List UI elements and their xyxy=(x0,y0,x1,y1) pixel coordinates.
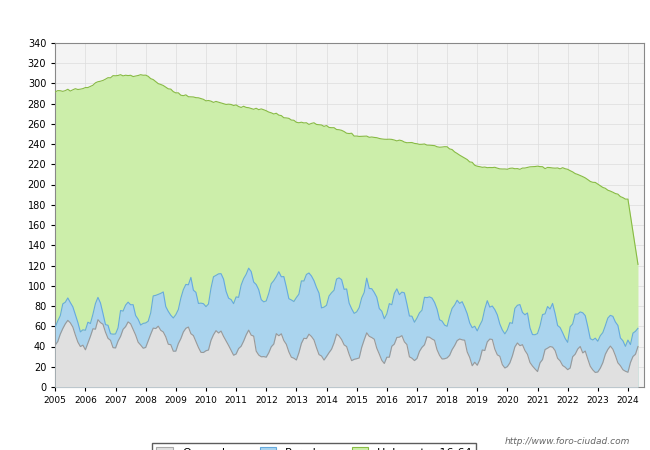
Text: FORO-CIUDAD.COM: FORO-CIUDAD.COM xyxy=(213,220,486,244)
Legend: Ocupados, Parados, Hab. entre 16-64: Ocupados, Parados, Hab. entre 16-64 xyxy=(152,443,476,450)
Text: http://www.foro-ciudad.com: http://www.foro-ciudad.com xyxy=(505,436,630,446)
Text: Santa Cruz del Valle - Evolucion de la poblacion en edad de Trabajar Mayo de 202: Santa Cruz del Valle - Evolucion de la p… xyxy=(79,13,571,26)
